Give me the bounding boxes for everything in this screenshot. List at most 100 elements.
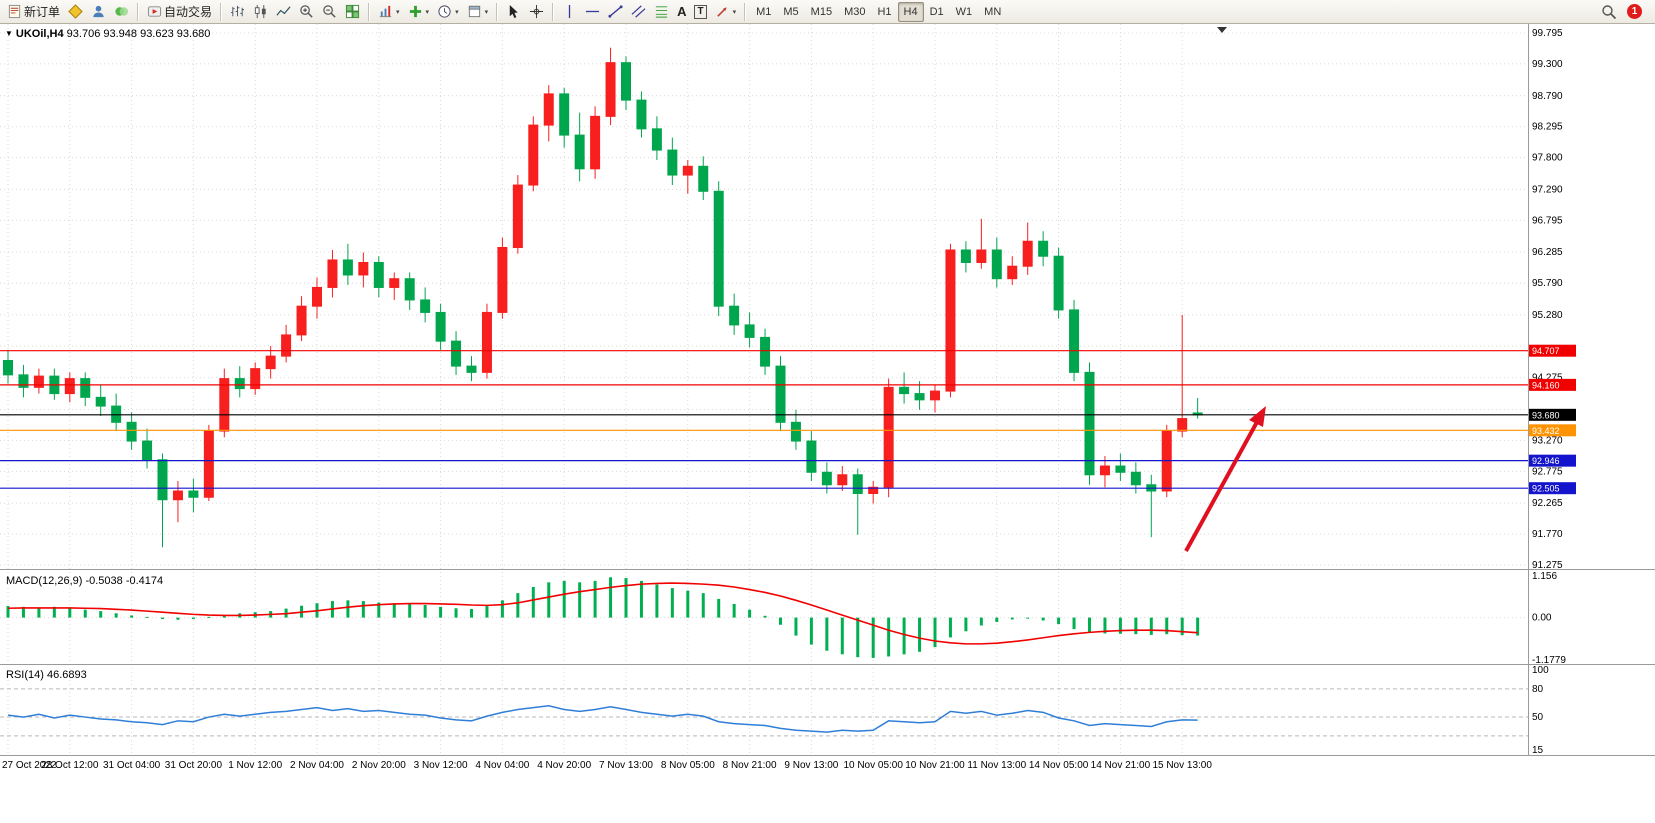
add-indicator-button[interactable]: ▾ bbox=[404, 2, 434, 22]
zoom-out-button[interactable] bbox=[318, 2, 341, 22]
macd-histogram-bar bbox=[531, 587, 535, 618]
horizontal-line-tool-button[interactable] bbox=[581, 2, 604, 22]
cursor-button[interactable] bbox=[502, 2, 525, 22]
arrow-tool-icon bbox=[716, 7, 727, 17]
text-tool-label: A bbox=[677, 4, 687, 19]
rsi-axis-label: 100 bbox=[1532, 665, 1549, 676]
time-axis-label: 27 Oct 2022 bbox=[2, 760, 57, 771]
candle bbox=[281, 334, 292, 357]
macd-histogram-bar bbox=[1057, 617, 1061, 625]
macd-histogram-bar bbox=[732, 603, 736, 618]
macd-histogram-bar bbox=[1165, 617, 1169, 635]
macd-histogram-bar bbox=[902, 617, 906, 655]
time-axis-label: 4 Nov 20:00 bbox=[537, 760, 591, 771]
candle bbox=[899, 386, 910, 395]
price-axis-label: 96.285 bbox=[1532, 247, 1563, 258]
candle bbox=[976, 249, 987, 263]
trendline-icon bbox=[608, 5, 623, 18]
macd-histogram-bar bbox=[145, 616, 149, 618]
chart-shift-marker[interactable] bbox=[1217, 27, 1227, 33]
macd-histogram-bar bbox=[207, 616, 211, 618]
crosshair-icon bbox=[530, 4, 544, 19]
timeframe-m30-button[interactable]: M30 bbox=[838, 2, 871, 22]
candle bbox=[790, 421, 801, 442]
zoom-in-button[interactable] bbox=[295, 2, 318, 22]
price-axis-label: 94.275 bbox=[1532, 373, 1563, 384]
timeframe-w1-button[interactable]: W1 bbox=[950, 2, 979, 22]
timeframe-mn-button[interactable]: MN bbox=[978, 2, 1007, 22]
vertical-line-tool-button[interactable] bbox=[558, 2, 581, 22]
one-click-trading-toggle-icon[interactable]: ▼ bbox=[5, 29, 13, 38]
candle bbox=[651, 128, 662, 151]
indicators-icon bbox=[379, 5, 392, 18]
candlestick-mode-button[interactable] bbox=[249, 2, 272, 22]
timeframe-m1-button[interactable]: M1 bbox=[750, 2, 777, 22]
candle bbox=[868, 486, 879, 495]
candle bbox=[760, 336, 771, 367]
notification-badge[interactable]: 1 bbox=[1627, 4, 1642, 19]
tile-windows-button[interactable] bbox=[341, 2, 364, 22]
channel-tool-button[interactable] bbox=[627, 2, 650, 22]
toolbar-separator bbox=[137, 2, 140, 21]
macd-histogram-bar bbox=[701, 593, 705, 618]
timeframe-m15-button[interactable]: M15 bbox=[805, 2, 838, 22]
terminal-button[interactable] bbox=[110, 2, 133, 22]
price-axis-label: 92.775 bbox=[1532, 466, 1563, 477]
templates-button[interactable]: ▾ bbox=[463, 2, 493, 22]
price-badge-label: 94.707 bbox=[1532, 346, 1560, 356]
timeframe-d1-button[interactable]: D1 bbox=[924, 2, 950, 22]
candle bbox=[590, 115, 601, 170]
candle bbox=[389, 278, 400, 288]
navigator-button[interactable] bbox=[87, 2, 110, 22]
arrows-tool-button[interactable]: ▾ bbox=[711, 2, 741, 22]
chevron-down-icon: ▾ bbox=[425, 8, 430, 16]
trendline-tool-button[interactable] bbox=[604, 2, 627, 22]
macd-histogram-bar bbox=[1196, 617, 1200, 636]
tile-windows-icon bbox=[345, 4, 360, 19]
new-order-button[interactable]: 新订单 bbox=[3, 2, 64, 22]
candle bbox=[821, 471, 832, 486]
time-axis-label: 14 Nov 05:00 bbox=[1029, 760, 1089, 771]
chart-window: 27 Oct 2022 28 Oct 12:00 31 Oct 04:00 31 Oc… bbox=[0, 24, 1655, 823]
trend-arrow-head[interactable] bbox=[1249, 406, 1266, 427]
candlestick-icon bbox=[254, 4, 266, 19]
macd-histogram-bar bbox=[346, 600, 350, 618]
candle bbox=[883, 386, 894, 488]
time-axis-label: 14 Nov 21:00 bbox=[1091, 760, 1151, 771]
timeframe-m5-button[interactable]: M5 bbox=[777, 2, 804, 22]
indicators-button[interactable]: ▾ bbox=[374, 2, 404, 22]
timeframe-h4-button[interactable]: H4 bbox=[897, 1, 924, 22]
auto-trading-button[interactable]: 自动交易 bbox=[143, 2, 216, 22]
search-button[interactable] bbox=[1597, 2, 1621, 22]
text-tool-button[interactable]: A bbox=[673, 2, 690, 22]
trend-arrow[interactable] bbox=[1184, 421, 1259, 552]
candle bbox=[667, 149, 678, 176]
macd-histogram-bar bbox=[825, 617, 829, 651]
fibonacci-tool-button[interactable] bbox=[650, 2, 673, 22]
candle bbox=[775, 365, 786, 423]
macd-histogram-bar bbox=[516, 593, 520, 618]
symbol-title: ▼ UKOil,H4 93.706 93.948 93.623 93.680 bbox=[5, 28, 210, 40]
macd-histogram-bar bbox=[840, 617, 844, 655]
crosshair-button[interactable] bbox=[525, 2, 548, 22]
candle bbox=[574, 134, 585, 170]
bar-chart-mode-button[interactable] bbox=[226, 2, 249, 22]
navigator-icon bbox=[93, 5, 104, 18]
candle bbox=[1069, 309, 1080, 373]
market-watch-button[interactable] bbox=[64, 2, 87, 22]
macd-histogram-bar bbox=[670, 588, 674, 618]
macd-histogram-bar bbox=[454, 608, 458, 618]
timeframe-h1-button[interactable]: H1 bbox=[871, 2, 897, 22]
line-chart-mode-button[interactable] bbox=[272, 2, 295, 22]
chevron-down-icon: ▾ bbox=[455, 8, 459, 16]
price-axis-label: 93.270 bbox=[1532, 435, 1563, 446]
price-axis-label: 92.265 bbox=[1532, 498, 1563, 509]
macd-histogram-bar bbox=[717, 598, 721, 618]
time-axis-label: 7 Nov 13:00 bbox=[599, 760, 653, 771]
market-watch-icon bbox=[68, 4, 83, 19]
macd-histogram-bar bbox=[655, 584, 659, 618]
periods-button[interactable]: ▾ bbox=[433, 2, 463, 22]
label-tool-button[interactable]: T bbox=[690, 2, 710, 22]
macd-histogram-bar bbox=[624, 578, 628, 618]
